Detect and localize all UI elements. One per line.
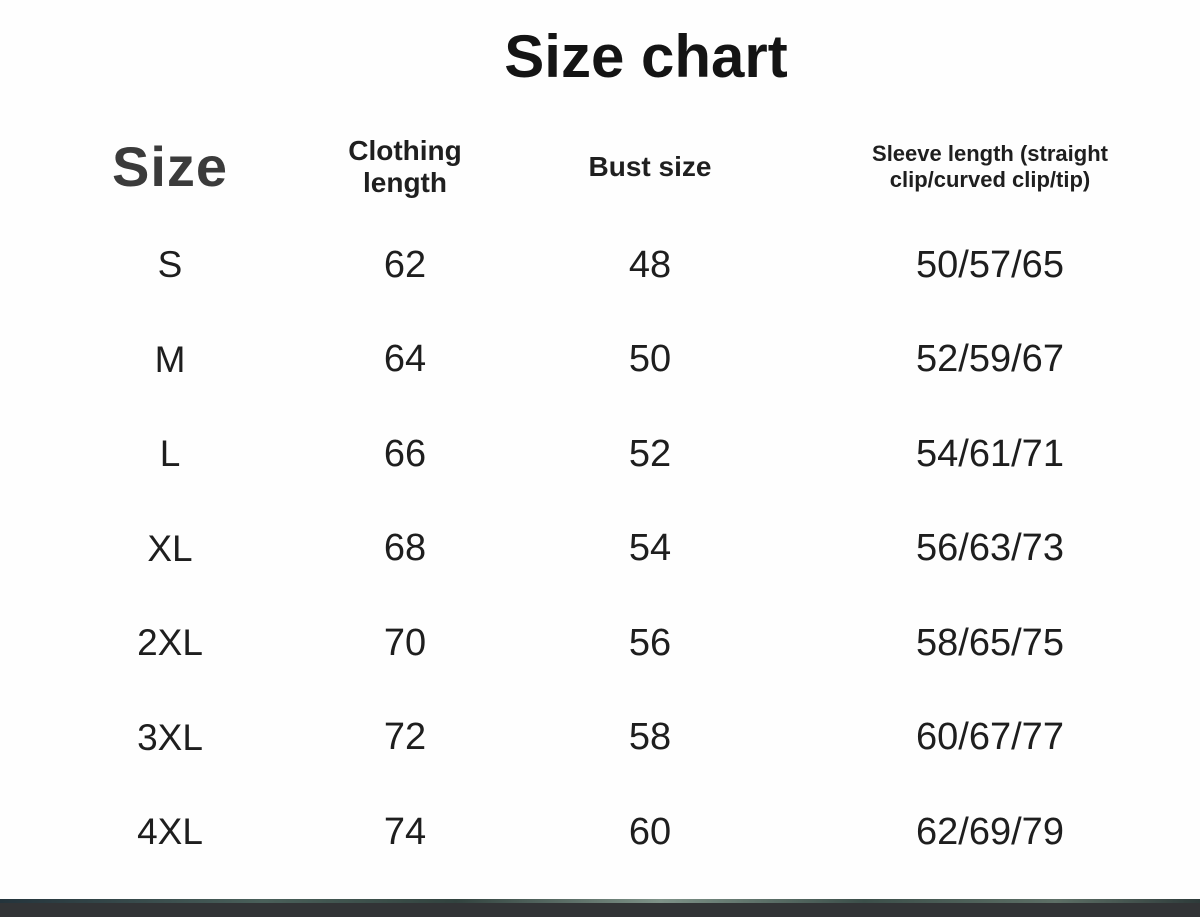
cell-size: L: [159, 433, 181, 475]
cell-clothing-length: 62: [383, 243, 427, 286]
cell-clothing-length: 74: [383, 810, 427, 853]
cell-size: 3XL: [137, 716, 203, 758]
cell-size: S: [157, 244, 183, 286]
cell-sleeve-length: 58/65/75: [916, 621, 1064, 664]
cell-sleeve-length: 54/61/71: [916, 432, 1064, 475]
column-header-sleeve-length: Sleeve length (straight clip/curved clip…: [872, 140, 1108, 192]
column-header-size: Size: [111, 134, 229, 198]
cell-clothing-length: 70: [383, 621, 427, 664]
cell-clothing-length: 64: [383, 338, 427, 381]
cell-bust-size: 50: [628, 338, 672, 381]
page-title: Size chart: [504, 23, 788, 90]
cell-bust-size: 56: [628, 621, 672, 664]
cell-clothing-length: 66: [383, 432, 427, 475]
cell-size: M: [154, 338, 186, 380]
cell-size: XL: [147, 527, 193, 569]
cell-sleeve-length: 56/63/73: [916, 527, 1064, 570]
bottom-bar: [0, 903, 1200, 917]
bottom-accent-line: [0, 899, 1200, 903]
cell-bust-size: 52: [628, 432, 672, 475]
cell-bust-size: 58: [628, 716, 672, 759]
cell-sleeve-length: 60/67/77: [916, 716, 1064, 759]
cell-clothing-length: 72: [383, 716, 427, 759]
cell-sleeve-length: 62/69/79: [916, 810, 1064, 853]
column-header-clothing-length: Clothing length: [348, 134, 462, 198]
cell-sleeve-length: 50/57/65: [916, 243, 1064, 286]
cell-bust-size: 60: [628, 810, 672, 853]
cell-sleeve-length: 52/59/67: [916, 338, 1064, 381]
cell-clothing-length: 68: [383, 527, 427, 570]
size-chart-table: Size Clothing length Bust size Sleeve le…: [0, 116, 1200, 880]
cell-bust-size: 54: [628, 527, 672, 570]
cell-size: 2XL: [137, 622, 203, 664]
cell-size: 4XL: [137, 811, 203, 853]
column-header-bust-size: Bust size: [588, 150, 712, 182]
cell-bust-size: 48: [628, 243, 672, 286]
